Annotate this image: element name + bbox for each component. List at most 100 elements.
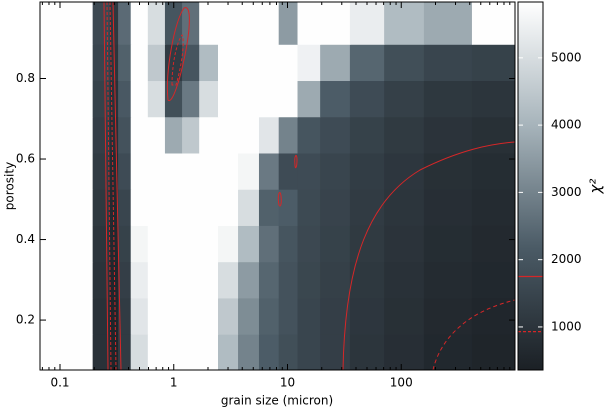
heat-cell: [297, 152, 321, 190]
colorbar-label: χ²: [587, 179, 605, 195]
heat-cell: [258, 225, 280, 263]
heat-cell: [64, 44, 94, 82]
heat-cell: [238, 2, 260, 45]
heat-cell: [118, 2, 132, 45]
heat-cell: [164, 261, 183, 299]
heat-cell: [182, 116, 200, 154]
heat-cell: [164, 189, 183, 226]
heat-cell: [64, 189, 94, 226]
heat-cell: [147, 225, 166, 263]
contour-line: [103, 2, 109, 370]
y-tick-label: 0.6: [16, 152, 35, 166]
heat-cell: [64, 80, 94, 118]
heat-cell: [218, 261, 239, 299]
heat-cell: [164, 80, 183, 118]
heat-cell: [349, 116, 385, 154]
heat-cell: [238, 334, 260, 370]
colorbar-tick-label: 4000: [551, 118, 582, 132]
heat-cell: [258, 334, 280, 370]
heat-cell: [147, 297, 166, 335]
heat-cell: [471, 152, 515, 190]
contour-line: [112, 2, 122, 370]
heat-cell: [423, 152, 473, 190]
heat-cell: [182, 297, 200, 335]
heat-cell: [423, 80, 473, 118]
heat-cell: [278, 2, 299, 45]
heat-cell: [130, 334, 149, 370]
heat-cell: [218, 116, 239, 154]
heat-cell: [92, 152, 111, 190]
heat-cell: [40, 44, 66, 82]
heat-cell: [182, 334, 200, 370]
heat-cell: [118, 44, 132, 82]
heat-cell: [118, 261, 132, 299]
heat-cell: [218, 44, 239, 82]
heat-cell: [471, 225, 515, 263]
heat-cell: [92, 225, 111, 263]
heat-cell: [92, 116, 111, 154]
heat-cell: [238, 225, 260, 263]
heat-cell: [40, 80, 66, 118]
heat-cell: [278, 44, 299, 82]
y-axis-label: porosity: [3, 162, 17, 210]
heat-cell: [130, 261, 149, 299]
heat-cell: [218, 225, 239, 263]
colorbar: 1000 2000 3000 4000 5000: [517, 1, 582, 371]
heat-cell: [182, 152, 200, 190]
y-tick-label: 0.2: [16, 313, 35, 327]
heat-cell: [199, 2, 219, 45]
heat-cell: [218, 334, 239, 370]
heat-cell: [40, 2, 66, 45]
x-tick-label: 0.1: [50, 376, 69, 390]
heat-cell: [258, 2, 280, 45]
plot-frame: [39, 1, 516, 371]
heat-cell: [384, 189, 425, 226]
heat-cell: [423, 297, 473, 335]
heat-cell: [238, 261, 260, 299]
heat-cell: [278, 225, 299, 263]
heat-cell: [278, 261, 299, 299]
heat-cell: [238, 297, 260, 335]
heat-cell: [182, 189, 200, 226]
heat-cell: [258, 297, 280, 335]
heat-cell: [349, 297, 385, 335]
heat-cell: [109, 334, 119, 370]
heat-cell: [258, 116, 280, 154]
heat-cell: [320, 334, 351, 370]
heat-cell: [238, 152, 260, 190]
heat-cell: [471, 80, 515, 118]
contour-line: [109, 2, 117, 370]
heat-cell: [164, 2, 183, 45]
heat-cell: [40, 261, 66, 299]
heat-cell: [130, 297, 149, 335]
heat-cell: [130, 116, 149, 154]
heat-cell: [384, 116, 425, 154]
heat-cell: [199, 80, 219, 118]
heat-cell: [349, 189, 385, 226]
heat-cell: [147, 80, 166, 118]
heat-cell: [297, 116, 321, 154]
heat-cell: [297, 225, 321, 263]
x-tick-label: 1: [170, 376, 178, 390]
heat-cell: [130, 2, 149, 45]
heat-cell: [199, 152, 219, 190]
heat-cell: [64, 261, 94, 299]
heat-cell: [92, 80, 111, 118]
heat-cell: [320, 80, 351, 118]
heat-cell: [164, 116, 183, 154]
heat-cell: [147, 334, 166, 370]
heat-cell: [40, 152, 66, 190]
heat-cell: [278, 80, 299, 118]
contour-line: [432, 299, 515, 370]
heat-cell: [147, 116, 166, 154]
heat-cell: [349, 261, 385, 299]
heat-cell: [147, 261, 166, 299]
heat-cell: [40, 334, 66, 370]
heat-cell: [118, 116, 132, 154]
heat-cell: [118, 189, 132, 226]
heat-cell: [64, 152, 94, 190]
heat-cell: [218, 152, 239, 190]
heat-cell: [40, 225, 66, 263]
heat-cell: [130, 225, 149, 263]
